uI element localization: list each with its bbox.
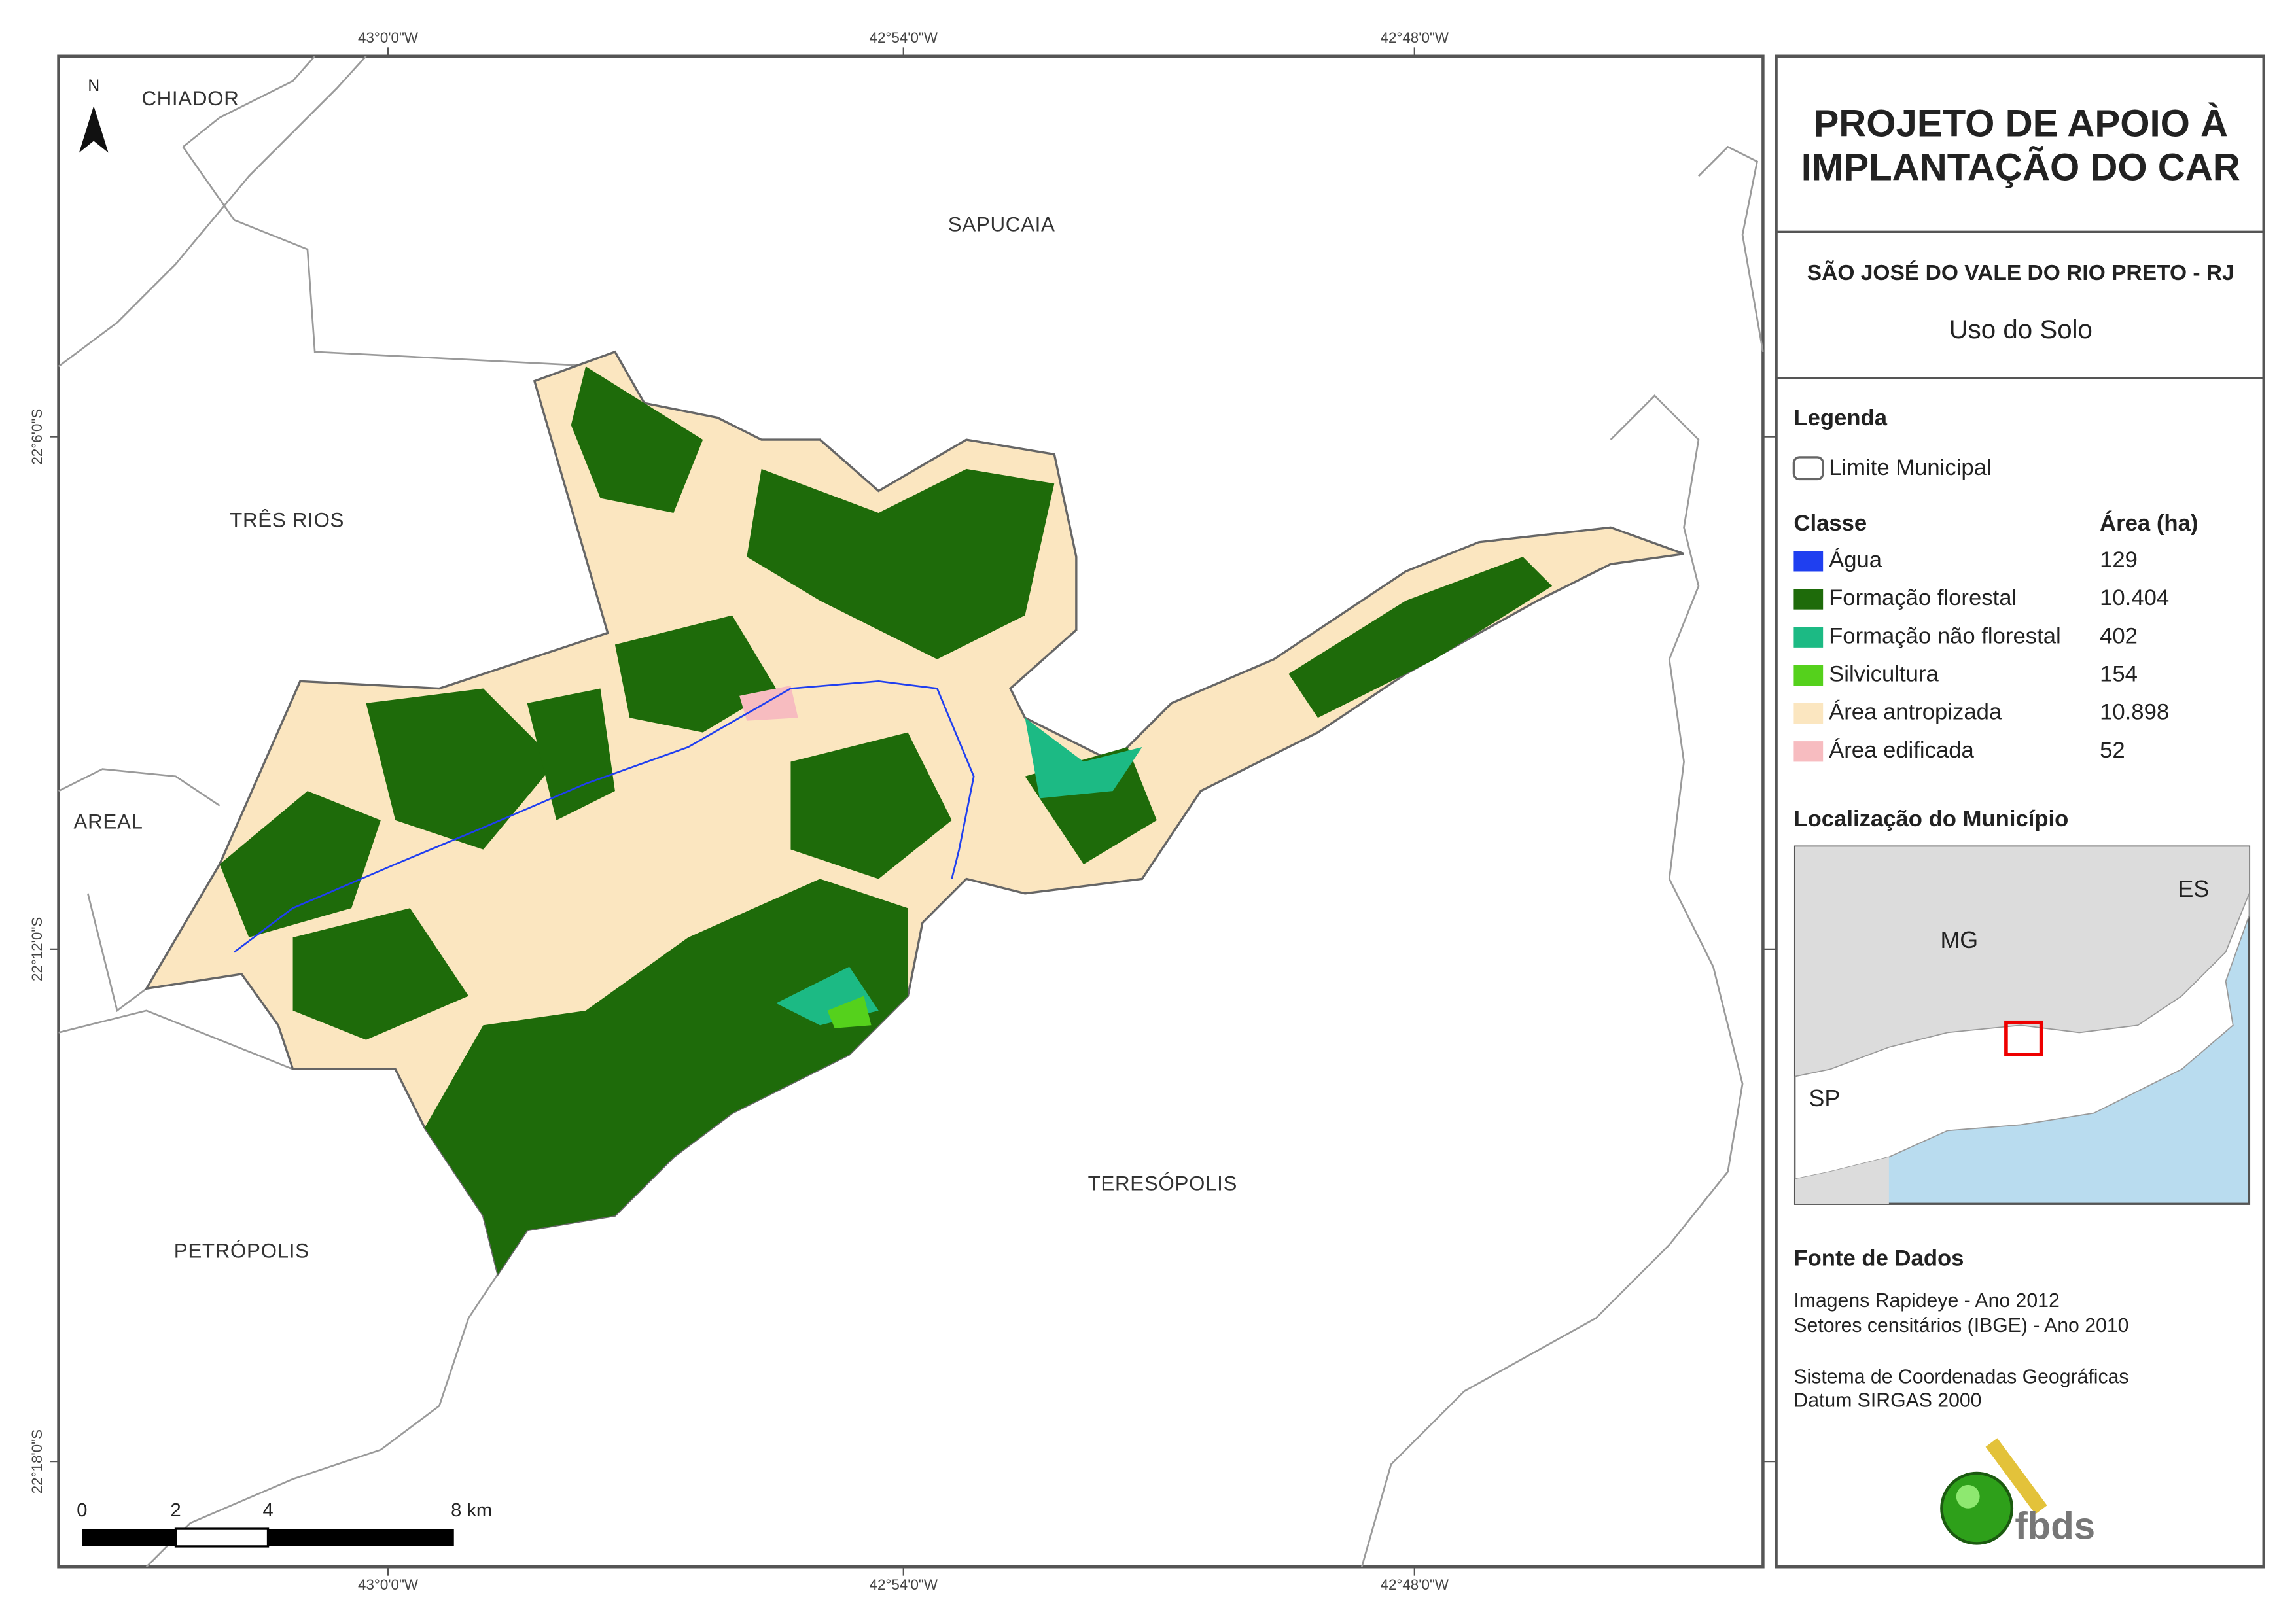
locator-label: ES: [2178, 876, 2209, 902]
forest-patch: [614, 615, 777, 733]
legend-swatch: [1793, 665, 1824, 686]
legend-area: 10.898: [2100, 700, 2169, 725]
area-header: Área (ha): [2100, 510, 2198, 536]
legend-swatch: [1793, 741, 1824, 762]
scale-segment: [82, 1529, 176, 1546]
land-use-non-forest: [1025, 718, 1142, 799]
locator-highlight: [2004, 1020, 2043, 1056]
land-use-built: [739, 686, 798, 721]
logo-shine: [1956, 1484, 1980, 1509]
legend-class: Área edificada: [1829, 737, 1974, 763]
place-label: CHIADOR: [141, 87, 239, 110]
boundary: [145, 1273, 499, 1568]
boundary: [58, 768, 294, 1070]
legend-class: Área antropizada: [1829, 699, 2002, 725]
forest-patch: [571, 366, 703, 513]
legend-title: Legenda: [1793, 406, 1887, 430]
title-line: IMPLANTAÇÃO DO CAR: [1801, 147, 2240, 189]
sources-title: Fonte de Dados: [1793, 1246, 1964, 1270]
legend-area: 52: [2100, 738, 2125, 763]
legend-swatch: [1793, 703, 1824, 724]
north-label: N: [88, 77, 99, 95]
scale-label: 4: [262, 1500, 273, 1521]
class-header: Classe: [1793, 511, 1867, 536]
latitude-label: 22°18'0"S: [29, 1429, 45, 1493]
forest-patch: [527, 688, 615, 820]
logo-circle: [1940, 1471, 2014, 1545]
legend-area: 10.404: [2100, 585, 2169, 610]
boundary: [1360, 145, 1764, 1567]
title-line: PROJETO DE APOIO À: [1813, 103, 2228, 145]
locator-sp: [1795, 1157, 1889, 1204]
place-label: PETRÓPOLIS: [174, 1239, 309, 1262]
source-line: Sistema de Coordenadas Geográficas: [1793, 1367, 2128, 1388]
scale-label: 2: [170, 1500, 181, 1521]
place-label: TERESÓPOLIS: [1088, 1172, 1238, 1195]
legend-swatch: [1793, 589, 1824, 610]
forest-patch: [219, 791, 381, 937]
forest-patch: [424, 879, 908, 1274]
locator-rj: [1794, 893, 2250, 1180]
place-label: AREAL: [74, 811, 143, 833]
locator-map: ES MG SP: [1793, 845, 2251, 1205]
scale-segment: [174, 1527, 270, 1548]
map-labels: CHIADOR SAPUCAIA TRÊS RIOS AREAL TERESÓPOLIS…: [29, 29, 1775, 1593]
longitude-label: 42°48'0"W: [1381, 29, 1449, 46]
longitude-label: 42°54'0"W: [870, 29, 938, 46]
legend-class: Formação não florestal: [1829, 623, 2061, 648]
logo-text: fbds: [2015, 1505, 2095, 1547]
legend-class: Água: [1829, 547, 1882, 572]
latitude-label: 22°12'0"S: [29, 917, 45, 981]
municipality: [144, 350, 1685, 1277]
legend-class: Formação florestal: [1829, 585, 2017, 610]
longitude-label: 42°48'0"W: [1381, 1577, 1449, 1593]
boundary-swatch: [1792, 456, 1824, 481]
place-label: SAPUCAIA: [948, 213, 1055, 236]
forest-patch: [292, 908, 469, 1040]
forest-patch: [790, 732, 952, 879]
scale-label: 0: [77, 1500, 87, 1521]
municipality-name: SÃO JOSÉ DO VALE DO RIO PRETO - RJ: [1807, 260, 2234, 285]
scale-bar: [82, 1527, 454, 1548]
land-use-silviculture: [827, 996, 872, 1028]
boundary: [58, 55, 367, 368]
scale-label: 8 km: [451, 1500, 492, 1521]
boundary-label: Limite Municipal: [1829, 455, 1992, 480]
locator-label: MG: [1940, 927, 1978, 953]
land-use-forest: [219, 366, 1553, 1274]
legend-area: 129: [2100, 548, 2138, 572]
legend-swatch: [1793, 551, 1824, 572]
logo-bar: [1985, 1438, 2047, 1514]
locator-mg: [1795, 846, 2250, 1077]
forest-patch: [747, 468, 1055, 659]
forest-patch: [1288, 557, 1553, 718]
side-panel: [1775, 54, 2266, 1569]
forest-patch: [366, 688, 557, 850]
source-line: Datum SIRGAS 2000: [1793, 1389, 1981, 1411]
scale-segment: [268, 1529, 454, 1546]
source-line: Imagens Rapideye - Ano 2012: [1793, 1290, 2059, 1312]
longitude-label: 43°0'0"W: [358, 29, 419, 46]
neighbor-boundaries: [58, 55, 1764, 1568]
map-theme: Uso do Solo: [1949, 315, 2093, 344]
legend-class: Silvicultura: [1829, 662, 1939, 687]
north-arrow: [79, 105, 109, 153]
latitude-label: 22°6'0"S: [29, 409, 45, 465]
place-label: TRÊS RIOS: [230, 509, 344, 532]
legend-area: 402: [2100, 623, 2138, 648]
locator-label: SP: [1809, 1085, 1841, 1111]
location-title: Localização do Município: [1793, 807, 2068, 831]
source-line: Setores censitários (IBGE) - Ano 2010: [1793, 1315, 2128, 1336]
longitude-label: 43°0'0"W: [358, 1577, 419, 1593]
legend-area: 154: [2100, 662, 2138, 687]
legend-swatch: [1793, 627, 1824, 648]
longitude-label: 42°54'0"W: [870, 1577, 938, 1593]
logo: fbds: [1940, 1438, 2095, 1547]
legend-rows: Água 129 Formação florestal 10.404 Formação …: [1793, 547, 2169, 763]
river: [234, 680, 975, 953]
